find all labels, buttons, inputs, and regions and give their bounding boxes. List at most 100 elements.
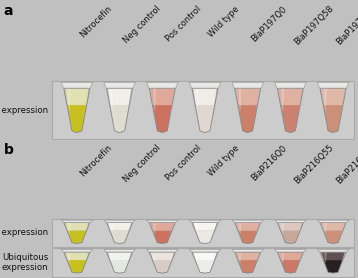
- Text: b: b: [4, 143, 14, 157]
- Polygon shape: [196, 105, 214, 133]
- Polygon shape: [68, 105, 86, 133]
- Bar: [52, 249, 354, 277]
- Polygon shape: [279, 252, 302, 260]
- Polygon shape: [238, 105, 257, 133]
- Polygon shape: [68, 252, 71, 263]
- Polygon shape: [191, 88, 219, 133]
- Polygon shape: [110, 105, 129, 133]
- Polygon shape: [193, 88, 217, 105]
- Polygon shape: [191, 222, 219, 244]
- Bar: [52, 219, 354, 247]
- Polygon shape: [275, 220, 306, 222]
- Polygon shape: [319, 88, 347, 133]
- Polygon shape: [108, 252, 131, 260]
- Polygon shape: [108, 88, 131, 105]
- Polygon shape: [234, 222, 261, 244]
- Polygon shape: [238, 230, 257, 244]
- Polygon shape: [151, 252, 174, 260]
- Bar: [52, 81, 354, 139]
- Polygon shape: [281, 252, 284, 263]
- Polygon shape: [111, 252, 113, 263]
- Text: BlaP216Q79: BlaP216Q79: [335, 143, 358, 186]
- Polygon shape: [65, 222, 88, 230]
- Polygon shape: [104, 220, 135, 222]
- Polygon shape: [317, 82, 349, 88]
- Polygon shape: [189, 82, 221, 88]
- Polygon shape: [232, 220, 263, 222]
- Polygon shape: [232, 249, 263, 252]
- Polygon shape: [146, 82, 178, 88]
- Polygon shape: [151, 88, 174, 105]
- Polygon shape: [153, 252, 156, 263]
- Polygon shape: [63, 88, 91, 133]
- Polygon shape: [281, 260, 300, 273]
- Text: BlaP197Q0: BlaP197Q0: [250, 4, 289, 43]
- Text: Wild type: Wild type: [207, 143, 241, 178]
- Polygon shape: [236, 222, 259, 230]
- Text: Nitrocefin: Nitrocefin: [79, 143, 114, 178]
- Polygon shape: [153, 260, 171, 273]
- Polygon shape: [319, 252, 347, 273]
- Text: BlaP216Q0: BlaP216Q0: [250, 143, 289, 182]
- Polygon shape: [189, 220, 221, 222]
- Text: a: a: [4, 4, 13, 18]
- Polygon shape: [277, 88, 304, 133]
- Polygon shape: [321, 222, 345, 230]
- Polygon shape: [196, 88, 199, 110]
- Text: BlaP216Q55: BlaP216Q55: [292, 143, 335, 186]
- Polygon shape: [189, 249, 221, 252]
- Polygon shape: [63, 252, 91, 273]
- Polygon shape: [281, 105, 300, 133]
- Polygon shape: [196, 252, 199, 263]
- Text: BWM expression: BWM expression: [0, 106, 48, 115]
- Polygon shape: [196, 260, 214, 273]
- Text: Neg control: Neg control: [121, 4, 162, 45]
- Polygon shape: [111, 222, 113, 233]
- Polygon shape: [324, 260, 342, 273]
- Text: Pos control: Pos control: [164, 143, 203, 182]
- Polygon shape: [68, 222, 71, 233]
- Polygon shape: [324, 105, 342, 133]
- Polygon shape: [277, 222, 304, 244]
- Polygon shape: [106, 88, 133, 133]
- Polygon shape: [68, 230, 86, 244]
- Polygon shape: [61, 249, 93, 252]
- Polygon shape: [321, 88, 345, 105]
- Polygon shape: [236, 252, 259, 260]
- Polygon shape: [153, 88, 156, 110]
- Text: Pos control: Pos control: [164, 4, 203, 43]
- Text: Neg control: Neg control: [121, 143, 162, 184]
- Polygon shape: [153, 230, 171, 244]
- Polygon shape: [110, 230, 129, 244]
- Polygon shape: [275, 82, 306, 88]
- Polygon shape: [146, 220, 178, 222]
- Polygon shape: [68, 260, 86, 273]
- Polygon shape: [196, 230, 214, 244]
- Polygon shape: [234, 252, 261, 273]
- Polygon shape: [61, 82, 93, 88]
- Polygon shape: [111, 88, 113, 110]
- Polygon shape: [319, 222, 347, 244]
- Polygon shape: [65, 252, 88, 260]
- Polygon shape: [153, 222, 156, 233]
- Polygon shape: [146, 249, 178, 252]
- Polygon shape: [281, 88, 284, 110]
- Polygon shape: [196, 222, 199, 233]
- Polygon shape: [317, 249, 349, 252]
- Text: BWM expression: BWM expression: [0, 229, 48, 237]
- Polygon shape: [239, 252, 241, 263]
- Polygon shape: [279, 222, 302, 230]
- Polygon shape: [324, 252, 327, 263]
- Text: Ubiquitous
expression: Ubiquitous expression: [2, 253, 48, 272]
- Polygon shape: [281, 230, 300, 244]
- Polygon shape: [193, 222, 217, 230]
- Polygon shape: [61, 220, 93, 222]
- Polygon shape: [324, 230, 342, 244]
- Polygon shape: [193, 252, 217, 260]
- Polygon shape: [281, 222, 284, 233]
- Polygon shape: [106, 222, 133, 244]
- Polygon shape: [110, 260, 129, 273]
- Polygon shape: [104, 82, 135, 88]
- Polygon shape: [151, 222, 174, 230]
- Polygon shape: [239, 222, 241, 233]
